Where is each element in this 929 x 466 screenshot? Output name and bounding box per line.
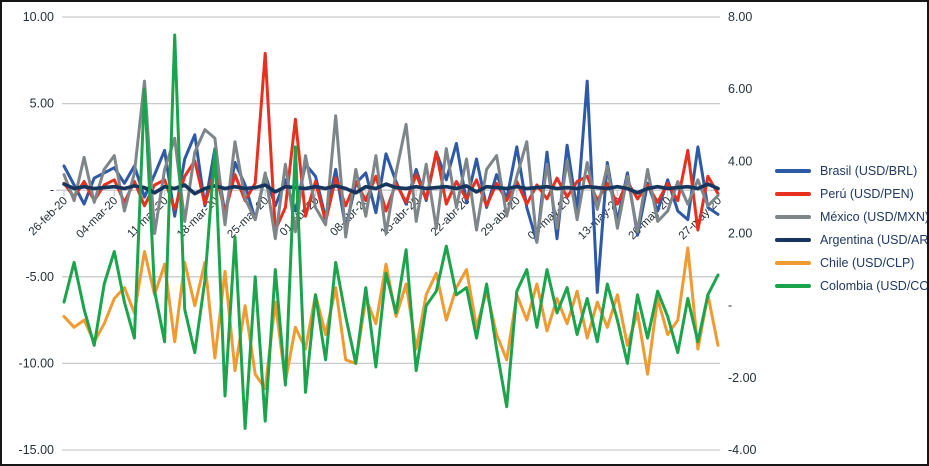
left-axis-tick-label: -15.00 (19, 443, 54, 457)
legend-swatch-icon (775, 215, 811, 219)
left-axis-tick-label: -10.00 (19, 356, 54, 370)
legend-label: México (USD/MXN) (820, 209, 929, 224)
legend-swatch-icon (775, 284, 811, 288)
series-line-colombia (62, 33, 720, 430)
legend-swatch-icon (775, 238, 811, 242)
series-line-argentina (62, 182, 720, 196)
legend-label: Brasil (USD/BRL) (820, 163, 918, 178)
right-axis-tick-label: -2.00 (728, 371, 757, 385)
right-axis-tick-label: 6.00 (728, 82, 752, 96)
legend-swatch-icon (775, 192, 811, 196)
right-axis-tick-label: -4.00 (728, 443, 757, 457)
legend-item: Argentina (USD/ARS) (775, 232, 929, 247)
legend-swatch-icon (775, 169, 811, 173)
x-axis-tick-label: 25-mar-20 (225, 195, 271, 241)
left-axis-tick-label: 10.00 (23, 10, 54, 24)
right-axis-tick-label: 8.00 (728, 10, 752, 24)
chart-legend: Brasil (USD/BRL) Perú (USD/PEN) México (US… (775, 163, 929, 293)
legend-swatch-icon (775, 261, 811, 265)
legend-item: Colombia (USD/COP) (775, 278, 929, 293)
series-line-chile (62, 246, 720, 391)
legend-label: Colombia (USD/COP) (820, 278, 929, 293)
right-axis-tick-label: 2.00 (728, 227, 752, 241)
legend-label: Chile (USD/CLP) (820, 255, 915, 270)
legend-item: Perú (USD/PEN) (775, 186, 927, 201)
legend-label: Argentina (USD/ARS) (820, 232, 929, 247)
right-axis-tick-label: - (728, 299, 732, 313)
left-axis-tick-label: -5.00 (26, 270, 55, 284)
legend-item: México (USD/MXN) (775, 209, 929, 224)
right-axis-tick-label: 4.00 (728, 154, 752, 168)
legend-item: Chile (USD/CLP) (775, 255, 927, 270)
legend-item: Brasil (USD/BRL) (775, 163, 927, 178)
left-axis-tick-label: 5.00 (30, 97, 54, 111)
left-axis-tick-label: - (50, 183, 54, 197)
series-line-méxico (62, 79, 720, 244)
legend-label: Perú (USD/PEN) (820, 186, 914, 201)
x-axis-tick-label: 26-feb-20 (27, 195, 70, 238)
